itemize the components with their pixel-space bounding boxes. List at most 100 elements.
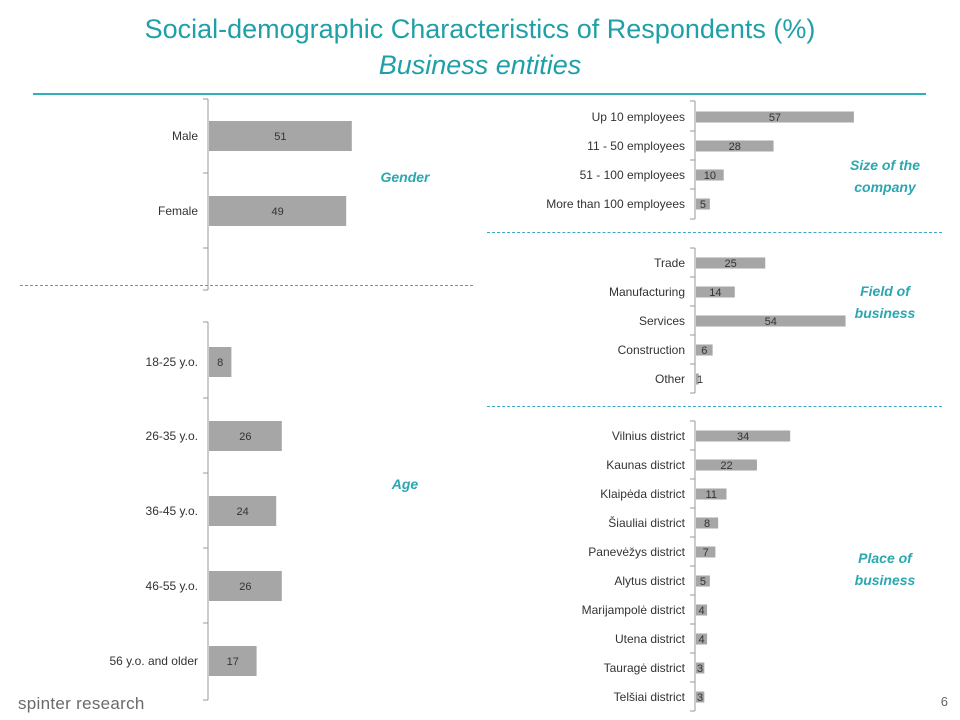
category-label-36-45-y-o: 36-45 y.o. <box>146 504 198 518</box>
title-divider <box>33 93 926 95</box>
section-label-field: Field of business <box>830 280 940 324</box>
value-label-11-50-employees: 28 <box>729 141 741 153</box>
bar-services <box>696 315 846 327</box>
bar-more-than-100-employees <box>696 198 710 210</box>
value-label-female: 49 <box>271 206 283 218</box>
value-label-more-than-100-employees: 5 <box>700 199 706 211</box>
category-label-klaipeda-district: Klaipėda district <box>600 487 685 501</box>
bar-panevezys-district <box>696 546 716 558</box>
value-label-up-10-employees: 57 <box>769 112 781 124</box>
section-label-gender: Gender <box>380 169 430 185</box>
bar-female <box>209 196 347 226</box>
brand-logo: spinter research <box>18 694 145 713</box>
bar-construction <box>696 344 713 356</box>
category-label-vilnius-district: Vilnius district <box>612 429 686 443</box>
page-number: 6 <box>940 694 948 709</box>
section-divider-field-place <box>487 406 942 407</box>
category-label-56-y-o-and-older: 56 y.o. and older <box>109 654 198 668</box>
chart-field-of-business: Trade 25 Manufacturing 14 Services 54 Construc… <box>609 247 846 394</box>
value-label-trade: 25 <box>725 258 737 270</box>
section-divider-size-field <box>487 232 942 233</box>
category-label-services: Services <box>639 314 685 328</box>
section-label-age: Age <box>391 476 419 492</box>
bar-kaunas-district <box>696 459 757 471</box>
chart-title: Social-demographic Characteristics of Re… <box>144 14 816 44</box>
value-label-male: 51 <box>274 131 286 143</box>
value-label-56-y-o-and-older: 17 <box>227 656 239 668</box>
bar-36-45-y-o <box>209 496 277 526</box>
section-divider-gender-age <box>20 285 473 286</box>
category-label-18-25-y-o: 18-25 y.o. <box>146 355 198 369</box>
bar-46-55-y-o <box>209 571 282 601</box>
category-label-11-50-employees: 11 - 50 employees <box>587 139 685 153</box>
bar-taurage-district <box>696 662 705 674</box>
value-label-vilnius-district: 34 <box>737 431 749 443</box>
bar-18-25-y-o <box>209 347 232 377</box>
section-label-size-line2: company <box>854 179 916 195</box>
category-label-more-than-100-employees: More than 100 employees <box>546 197 685 211</box>
bar-male <box>209 121 352 151</box>
bar-marijampole-district <box>696 604 708 616</box>
value-label-other: 1 <box>697 374 703 386</box>
value-label-klaipeda-district: 11 <box>706 489 717 501</box>
bar-up-10-employees <box>696 111 854 123</box>
section-label-field-line2: business <box>854 305 916 321</box>
value-label-panevezys-district: 7 <box>703 547 709 559</box>
bar-telsiai-district <box>696 691 705 703</box>
category-label-utena-district: Utena district <box>615 632 686 646</box>
value-label-taurage-district: 3 <box>697 663 703 675</box>
bar-vilnius-district <box>696 430 791 442</box>
value-label-26-35-y-o: 26 <box>239 431 251 443</box>
value-label-36-45-y-o: 24 <box>236 506 248 518</box>
bar-klaipeda-district <box>696 488 727 500</box>
section-label-place: Place of business <box>830 547 940 591</box>
chart-subtitle: Business entities <box>378 50 582 80</box>
category-label-other: Other <box>655 372 685 386</box>
category-label-female: Female <box>158 204 198 218</box>
bar-utena-district <box>696 633 708 645</box>
chart-size-of-the-company: Up 10 employees 57 11 - 50 employees 28 51 -… <box>546 100 854 220</box>
bar-other <box>696 373 699 385</box>
category-label-alytus-district: Alytus district <box>614 574 685 588</box>
category-label-construction: Construction <box>618 343 685 357</box>
category-label-kaunas-district: Kaunas district <box>606 458 685 472</box>
value-label-siauliai-district: 8 <box>704 518 710 530</box>
category-label-male: Male <box>172 129 198 143</box>
value-label-marijampole-district: 4 <box>698 605 704 617</box>
section-label-place-line2: business <box>854 572 916 588</box>
value-label-18-25-y-o: 8 <box>217 357 223 369</box>
bar-siauliai-district <box>696 517 719 529</box>
category-label-manufacturing: Manufacturing <box>609 285 685 299</box>
category-label-26-35-y-o: 26-35 y.o. <box>146 429 198 443</box>
category-label-up-10-employees: Up 10 employees <box>592 110 685 124</box>
value-label-46-55-y-o: 26 <box>239 581 251 593</box>
category-label-46-55-y-o: 46-55 y.o. <box>146 579 198 593</box>
bar-alytus-district <box>696 575 710 587</box>
category-label-telsiai-district: Telšiai district <box>614 690 686 704</box>
category-label-panevezys-district: Panevėžys district <box>588 545 685 559</box>
category-label-marijampole-district: Marijampolė district <box>582 603 686 617</box>
category-label-taurage-district: Tauragė district <box>604 661 686 675</box>
value-label-manufacturing: 14 <box>709 287 721 299</box>
value-label-construction: 6 <box>701 345 707 357</box>
section-label-field-line1: Field of <box>860 283 910 299</box>
section-label-size: Size of the company <box>830 154 940 198</box>
chart-gender: Male 51 Female 49 <box>158 98 352 291</box>
bar-56-y-o-and-older <box>209 646 257 676</box>
value-label-telsiai-district: 3 <box>697 692 703 704</box>
value-label-51-100-employees: 10 <box>704 170 716 182</box>
value-label-alytus-district: 5 <box>700 576 706 588</box>
bar-manufacturing <box>696 286 735 298</box>
category-label-trade: Trade <box>654 256 685 270</box>
chart-age: 18-25 y.o. 8 26-35 y.o. 26 36-45 y.o. 24 46-55… <box>109 321 282 701</box>
bar-51-100-employees <box>696 169 724 181</box>
value-label-services: 54 <box>765 316 777 328</box>
section-label-place-line1: Place of <box>858 550 912 566</box>
category-label-51-100-employees: 51 - 100 employees <box>580 168 685 182</box>
value-label-kaunas-district: 22 <box>720 460 732 472</box>
bar-11-50-employees <box>696 140 774 152</box>
value-label-utena-district: 4 <box>698 634 704 646</box>
category-label-siauliai-district: Šiauliai district <box>608 515 685 530</box>
